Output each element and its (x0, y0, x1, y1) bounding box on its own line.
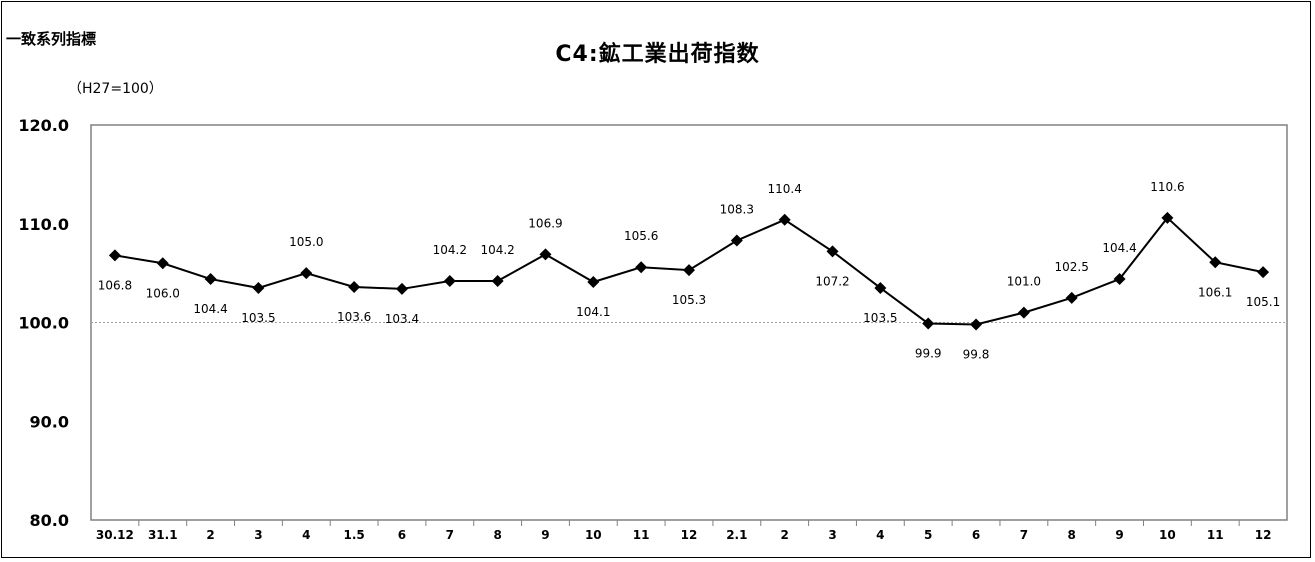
x-tick-label: 6 (972, 528, 980, 542)
y-tick-label: 90.0 (30, 412, 69, 431)
data-label: 103.5 (241, 311, 275, 325)
data-label: 103.6 (337, 310, 371, 324)
data-label: 106.8 (98, 278, 132, 292)
series-title: 一致系列指標 (6, 30, 97, 48)
data-label: 104.4 (1102, 241, 1136, 255)
x-tick-label: 31.1 (148, 528, 178, 542)
data-label: 106.1 (1198, 285, 1232, 299)
data-label: 104.4 (193, 302, 227, 316)
data-point (348, 280, 361, 293)
data-label: 107.2 (815, 274, 849, 288)
x-tick-label: 9 (541, 528, 549, 542)
data-point (1017, 306, 1030, 319)
data-point (1065, 291, 1078, 304)
x-tick-label: 1.5 (343, 528, 364, 542)
y-tick-label: 100.0 (18, 314, 69, 333)
unit-label: （H27=100） (68, 81, 163, 97)
data-label: 106.0 (146, 286, 180, 300)
data-point (778, 213, 791, 226)
x-tick-label: 12 (681, 528, 698, 542)
x-tick-label: 11 (1207, 528, 1224, 542)
x-tick-label: 12 (1255, 528, 1272, 542)
data-point (922, 317, 935, 330)
data-label: 105.1 (1246, 295, 1280, 309)
chart-title: C4:鉱工業出荷指数 (555, 42, 760, 67)
x-tick-label: 6 (398, 528, 406, 542)
data-label: 99.8 (963, 347, 990, 361)
y-tick-label: 110.0 (18, 215, 69, 234)
data-label: 103.5 (863, 311, 897, 325)
data-point (252, 281, 265, 294)
x-tick-label: 4 (302, 528, 310, 542)
x-tick-label: 30.12 (96, 528, 134, 542)
data-label: 108.3 (720, 203, 754, 217)
x-tick-label: 11 (633, 528, 650, 542)
data-point (1113, 273, 1126, 286)
data-label: 104.1 (576, 305, 610, 319)
x-tick-label: 3 (254, 528, 262, 542)
data-point (443, 275, 456, 288)
data-label: 104.2 (433, 243, 467, 257)
x-tick-label: 8 (1068, 528, 1076, 542)
x-tick-label: 2 (781, 528, 789, 542)
x-tick-label: 9 (1115, 528, 1123, 542)
data-point (874, 281, 887, 294)
data-label: 110.4 (768, 182, 802, 196)
x-tick-label: 2.1 (726, 528, 747, 542)
x-tick-label: 4 (876, 528, 884, 542)
data-point (300, 267, 313, 280)
data-label: 110.6 (1150, 180, 1184, 194)
data-point (204, 273, 217, 286)
data-point (156, 257, 169, 270)
data-point (395, 282, 408, 295)
y-tick-label: 80.0 (30, 511, 69, 530)
data-point (635, 261, 648, 274)
data-point (1257, 266, 1270, 279)
x-tick-label: 8 (493, 528, 501, 542)
data-label: 105.3 (672, 293, 706, 307)
x-tick-label: 10 (1159, 528, 1176, 542)
data-point (1209, 256, 1222, 269)
data-point (108, 249, 121, 262)
data-label: 105.6 (624, 229, 658, 243)
x-tick-label: 3 (828, 528, 836, 542)
x-tick-label: 7 (446, 528, 454, 542)
data-point (683, 264, 695, 277)
y-tick-label: 120.0 (18, 116, 69, 135)
data-point (539, 248, 552, 261)
data-point (491, 275, 504, 288)
data-point (587, 276, 600, 289)
data-label: 103.4 (385, 312, 419, 326)
data-label: 102.5 (1055, 260, 1089, 274)
data-label: 105.0 (289, 235, 323, 249)
data-point (1161, 211, 1174, 224)
data-point (826, 245, 839, 258)
data-label: 106.9 (528, 216, 562, 230)
data-point (970, 318, 983, 331)
x-tick-label: 7 (1020, 528, 1028, 542)
data-label: 99.9 (915, 346, 942, 360)
data-label: 104.2 (480, 243, 514, 257)
x-tick-label: 10 (585, 528, 602, 542)
data-label: 101.0 (1007, 275, 1041, 289)
x-tick-label: 5 (924, 528, 932, 542)
data-point (730, 234, 743, 247)
x-tick-label: 2 (206, 528, 214, 542)
